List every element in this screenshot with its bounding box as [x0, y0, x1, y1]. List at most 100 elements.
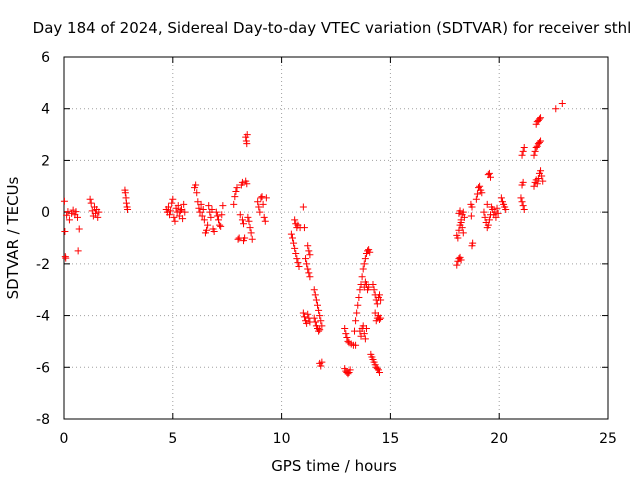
- data-point: [92, 209, 100, 217]
- data-point: [305, 269, 313, 277]
- data-point: [468, 203, 476, 211]
- data-point: [304, 310, 312, 318]
- data-point: [530, 151, 538, 159]
- data-point: [344, 370, 352, 378]
- data-point: [243, 180, 251, 188]
- data-point: [315, 306, 323, 314]
- data-point: [294, 259, 302, 267]
- data-point: [537, 167, 545, 175]
- data-point: [373, 300, 381, 308]
- y-tick-label: -8: [36, 412, 50, 428]
- data-point: [232, 187, 240, 195]
- data-point: [219, 202, 227, 210]
- x-axis-title: GPS time / hours: [271, 457, 397, 475]
- data-point: [457, 256, 465, 264]
- data-point: [218, 211, 226, 219]
- data-point: [552, 105, 560, 113]
- data-point: [312, 296, 320, 304]
- data-point: [558, 100, 566, 108]
- data-point: [292, 250, 300, 258]
- data-point: [310, 314, 318, 322]
- data-point: [193, 189, 201, 197]
- data-point: [360, 330, 368, 338]
- data-point: [303, 260, 311, 268]
- data-point: [255, 203, 263, 211]
- data-point: [341, 325, 349, 332]
- data-point: [164, 203, 172, 211]
- data-point: [207, 213, 215, 221]
- data-point: [245, 217, 253, 225]
- data-point: [260, 213, 268, 221]
- y-tick-label: 0: [41, 205, 50, 221]
- data-point: [86, 195, 94, 203]
- data-point: [293, 255, 301, 263]
- data-point: [473, 190, 481, 198]
- y-tick-label: -6: [36, 360, 50, 376]
- data-point: [361, 335, 369, 343]
- grid: [64, 57, 608, 419]
- data-point: [124, 206, 132, 214]
- data-point: [256, 208, 264, 216]
- data-point: [376, 291, 384, 299]
- data-points: [60, 100, 566, 378]
- data-point: [469, 239, 477, 247]
- data-point: [167, 207, 175, 215]
- data-point: [373, 365, 381, 373]
- data-point: [537, 137, 545, 145]
- data-point: [169, 195, 177, 203]
- data-point: [122, 199, 130, 207]
- data-point: [519, 202, 527, 210]
- data-point: [203, 226, 211, 234]
- data-point: [204, 221, 212, 229]
- data-point: [346, 366, 354, 374]
- data-point: [317, 317, 325, 325]
- data-point: [535, 115, 543, 123]
- data-point: [195, 204, 203, 212]
- data-point: [208, 206, 216, 214]
- data-point: [254, 198, 262, 206]
- data-point: [352, 317, 360, 325]
- data-point: [497, 194, 505, 202]
- data-point: [362, 325, 370, 332]
- data-point: [314, 301, 322, 309]
- data-point: [205, 202, 213, 210]
- data-point: [246, 224, 254, 232]
- data-point: [472, 195, 480, 203]
- data-point: [247, 229, 255, 237]
- data-point: [483, 200, 491, 208]
- data-point: [537, 114, 545, 122]
- data-point: [259, 200, 267, 208]
- data-point: [517, 194, 525, 202]
- x-tick-label: 10: [273, 431, 291, 447]
- data-point: [198, 212, 206, 220]
- data-point: [290, 239, 298, 247]
- data-point: [485, 169, 493, 177]
- data-point: [248, 235, 256, 243]
- data-point: [481, 213, 489, 221]
- data-point: [75, 225, 83, 233]
- data-point: [532, 144, 540, 151]
- y-axis-title: SDTVAR / TECUs: [4, 176, 22, 299]
- data-point: [291, 244, 299, 252]
- data-point: [316, 326, 324, 334]
- data-point: [519, 178, 527, 186]
- data-point: [316, 312, 324, 320]
- data-point: [485, 216, 493, 224]
- data-point: [94, 213, 102, 221]
- y-tick-label: -4: [36, 309, 50, 325]
- data-point: [291, 216, 299, 224]
- data-point: [166, 211, 174, 219]
- data-point: [502, 206, 510, 214]
- data-point: [61, 228, 69, 236]
- data-point: [494, 209, 502, 217]
- data-point: [68, 209, 76, 217]
- data-point: [376, 368, 384, 376]
- data-point: [299, 309, 307, 317]
- data-point: [518, 198, 526, 206]
- data-point: [359, 265, 367, 273]
- data-point: [458, 224, 466, 232]
- data-point: [287, 230, 295, 238]
- x-tick-label: 0: [60, 431, 69, 447]
- data-point: [459, 229, 467, 237]
- data-point: [170, 213, 178, 221]
